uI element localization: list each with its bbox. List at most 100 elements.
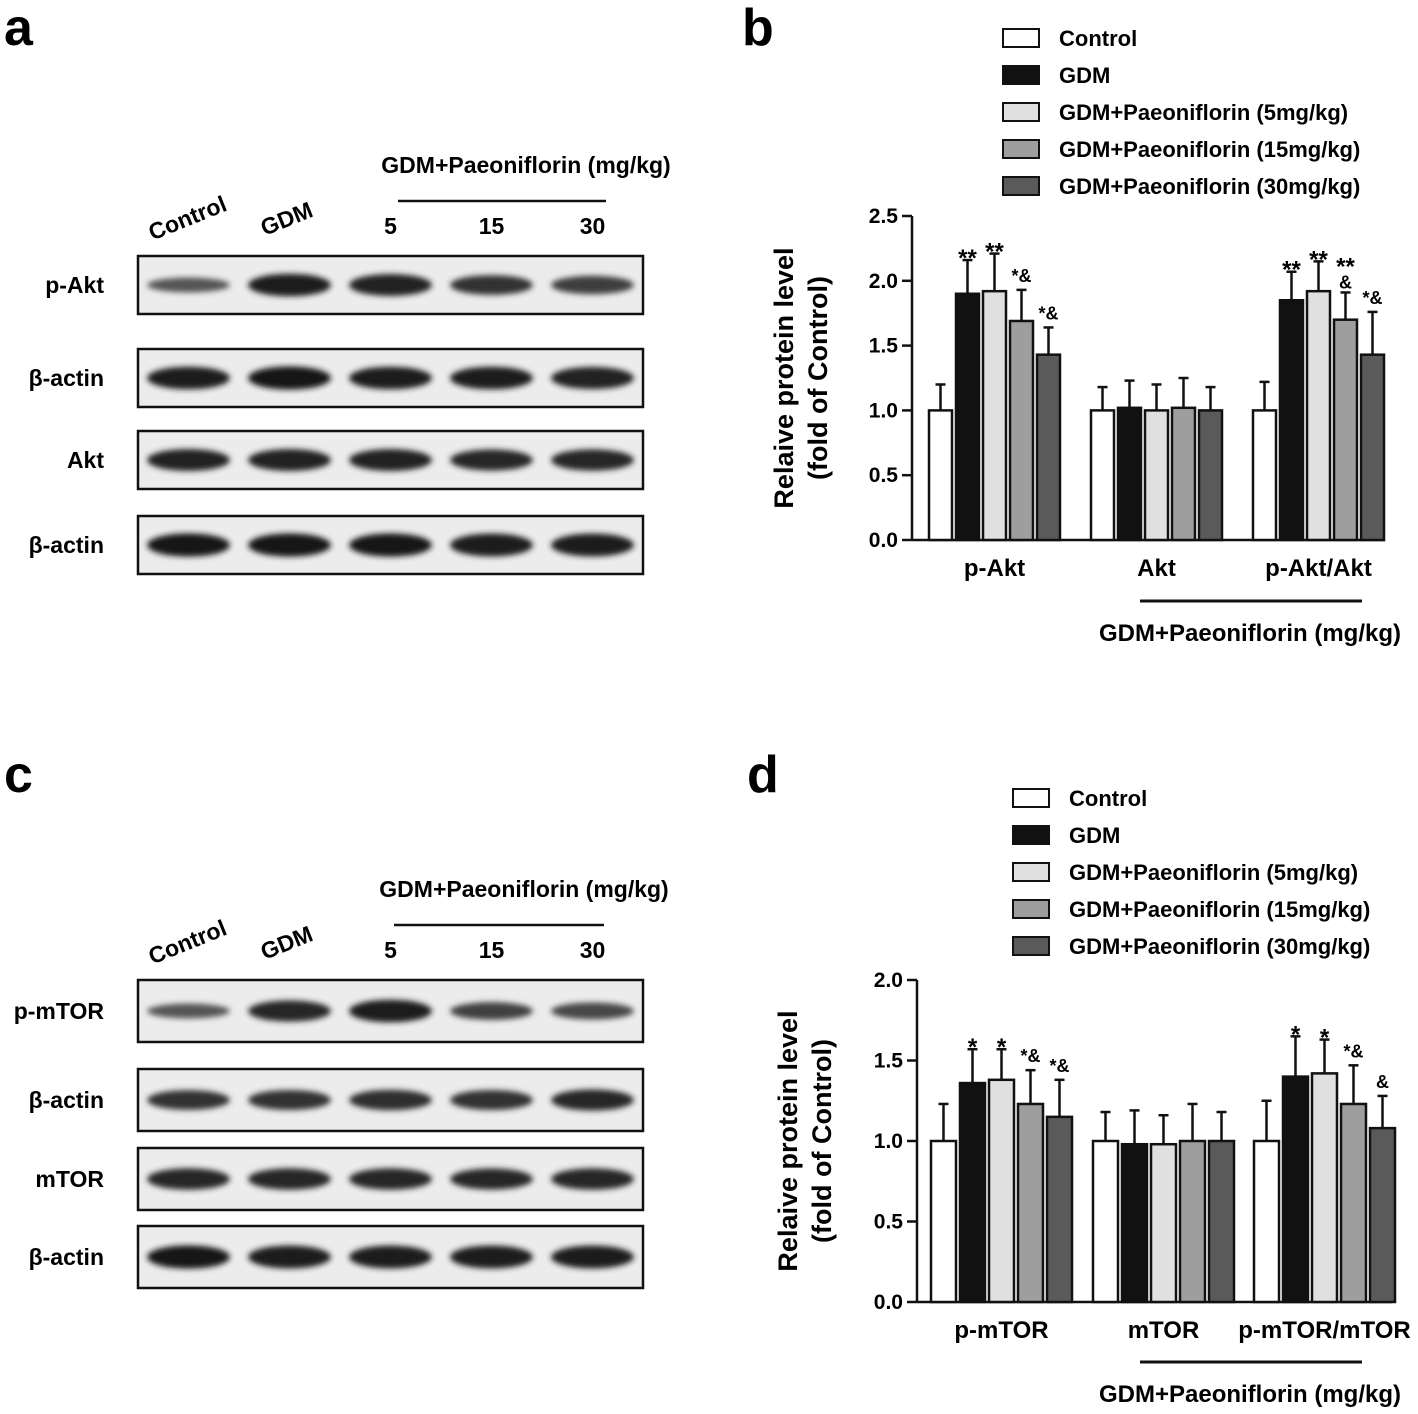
bar: [1305, 289, 1332, 542]
significance-mark: *: [1291, 1021, 1301, 1048]
bar: [1332, 318, 1359, 542]
blot-band: [450, 1002, 533, 1020]
blot-lane-label: Control: [145, 914, 231, 969]
significance-mark: **: [1309, 246, 1328, 273]
bar: [1035, 353, 1062, 542]
blot-lane-label: GDM: [257, 920, 317, 964]
legend-label: GDM+Paeoniflorin (30mg/kg): [1069, 934, 1370, 959]
blot-lane-label: 5: [384, 937, 397, 963]
blot-band: [147, 533, 230, 557]
blot-band: [551, 1089, 634, 1111]
blot-band: [248, 1089, 331, 1111]
significance-mark: *&: [1049, 1056, 1069, 1076]
blot-group-label: GDM+Paeoniflorin (mg/kg): [381, 152, 670, 178]
bar: [929, 1139, 958, 1304]
blot-band: [551, 275, 634, 295]
bar: [1016, 1102, 1045, 1304]
y-tick-label: 0.5: [874, 1211, 904, 1234]
blot-band: [349, 449, 432, 471]
blot-band: [248, 533, 331, 557]
bar: [1149, 1142, 1178, 1304]
legend-swatch: [1012, 788, 1050, 808]
bar: [1278, 298, 1305, 542]
y-tick-label: 0.0: [874, 1291, 903, 1314]
bar: [1178, 1139, 1207, 1304]
blot-lane-label: Control: [145, 190, 231, 245]
blot-band: [147, 449, 230, 471]
y-axis-title: Relaive protein level: [773, 1010, 803, 1271]
blot-band: [450, 1245, 533, 1269]
legend-label: GDM+Paeoniflorin (5mg/kg): [1059, 100, 1348, 125]
legend-label: GDM+Paeoniflorin (15mg/kg): [1059, 137, 1360, 162]
significance-mark: *&: [1011, 266, 1031, 286]
significance-mark: *&: [1020, 1046, 1040, 1066]
bar: [1045, 1115, 1074, 1304]
significance-mark: **: [985, 239, 1004, 266]
category-label: p-mTOR/mTOR: [1238, 1317, 1410, 1344]
blot-band: [349, 1089, 432, 1111]
category-label: mTOR: [1128, 1317, 1200, 1344]
significance-mark: &: [1339, 272, 1352, 292]
blot-band: [147, 277, 230, 293]
blot-band: [551, 1245, 634, 1269]
blot-band: [248, 366, 331, 390]
y-tick-label: 1.0: [874, 1130, 903, 1153]
legend-label: GDM: [1069, 823, 1120, 848]
bar: [1207, 1139, 1236, 1304]
bar: [1252, 1139, 1281, 1304]
blot-band: [147, 1168, 230, 1190]
legend-swatch: [1002, 65, 1040, 85]
legend-swatch: [1012, 936, 1050, 956]
legend-label: GDM: [1059, 63, 1110, 88]
blot-band: [450, 449, 533, 471]
bar: [1368, 1126, 1397, 1304]
blot-lane-label: 30: [580, 213, 606, 239]
bar: [1116, 406, 1143, 542]
bar: [1197, 409, 1224, 542]
bar: [981, 289, 1008, 542]
bar: [1339, 1102, 1368, 1304]
bar-chart-mtor: Control GDM GDM+Paeoniflorin (5mg/kg) GDM+P…: [773, 786, 1411, 1408]
significance-mark: *: [1320, 1025, 1330, 1052]
y-tick-label: 1.0: [869, 399, 898, 422]
bar: [958, 1081, 987, 1304]
legend-swatch: [1012, 862, 1050, 882]
bar: [1310, 1072, 1339, 1304]
significance-mark: **: [1336, 253, 1355, 280]
group-bracket-label: GDM+Paeoniflorin (mg/kg): [1099, 1381, 1401, 1408]
blot-row-label: p-mTOR: [14, 998, 105, 1024]
significance-mark: *&: [1343, 1041, 1363, 1061]
blot-row-label: β-actin: [29, 1244, 104, 1270]
blot-band: [147, 1245, 230, 1269]
legend-swatch: [1002, 28, 1040, 48]
western-blot-mtor: GDM+Paeoniflorin (mg/kg) Control GDM 5 15 30 p…: [14, 876, 669, 1290]
legend-swatch: [1012, 899, 1050, 919]
blot-row-label: β-actin: [29, 532, 104, 558]
group-bracket-label: GDM+Paeoniflorin (mg/kg): [1099, 620, 1401, 647]
blot-band: [551, 1002, 634, 1020]
blot-lane-label: GDM: [257, 196, 317, 240]
bar: [1281, 1075, 1310, 1304]
bar: [1359, 353, 1386, 542]
blot-band: [248, 1000, 331, 1022]
significance-mark: *&: [1038, 303, 1058, 323]
y-axis-title: (fold of Control): [807, 1039, 837, 1243]
legend-swatch: [1012, 825, 1050, 845]
blot-row-label: β-actin: [29, 1087, 104, 1113]
blot-band: [551, 533, 634, 557]
blot-band: [349, 999, 432, 1023]
panel-label-b: b: [742, 0, 774, 57]
blot-row-label: Akt: [67, 447, 104, 473]
blot-row-label: p-Akt: [45, 272, 104, 298]
blot-band: [349, 533, 432, 557]
blot-lane-label: 15: [479, 937, 505, 963]
category-label: p-Akt/Akt: [1265, 555, 1372, 582]
bar: [1089, 409, 1116, 542]
panel-label-a: a: [4, 0, 34, 57]
blot-band: [551, 449, 634, 471]
blot-band: [450, 1089, 533, 1111]
y-axis-title: Relaive protein level: [769, 247, 799, 508]
bar: [1008, 319, 1035, 542]
legend-swatch: [1002, 176, 1040, 196]
